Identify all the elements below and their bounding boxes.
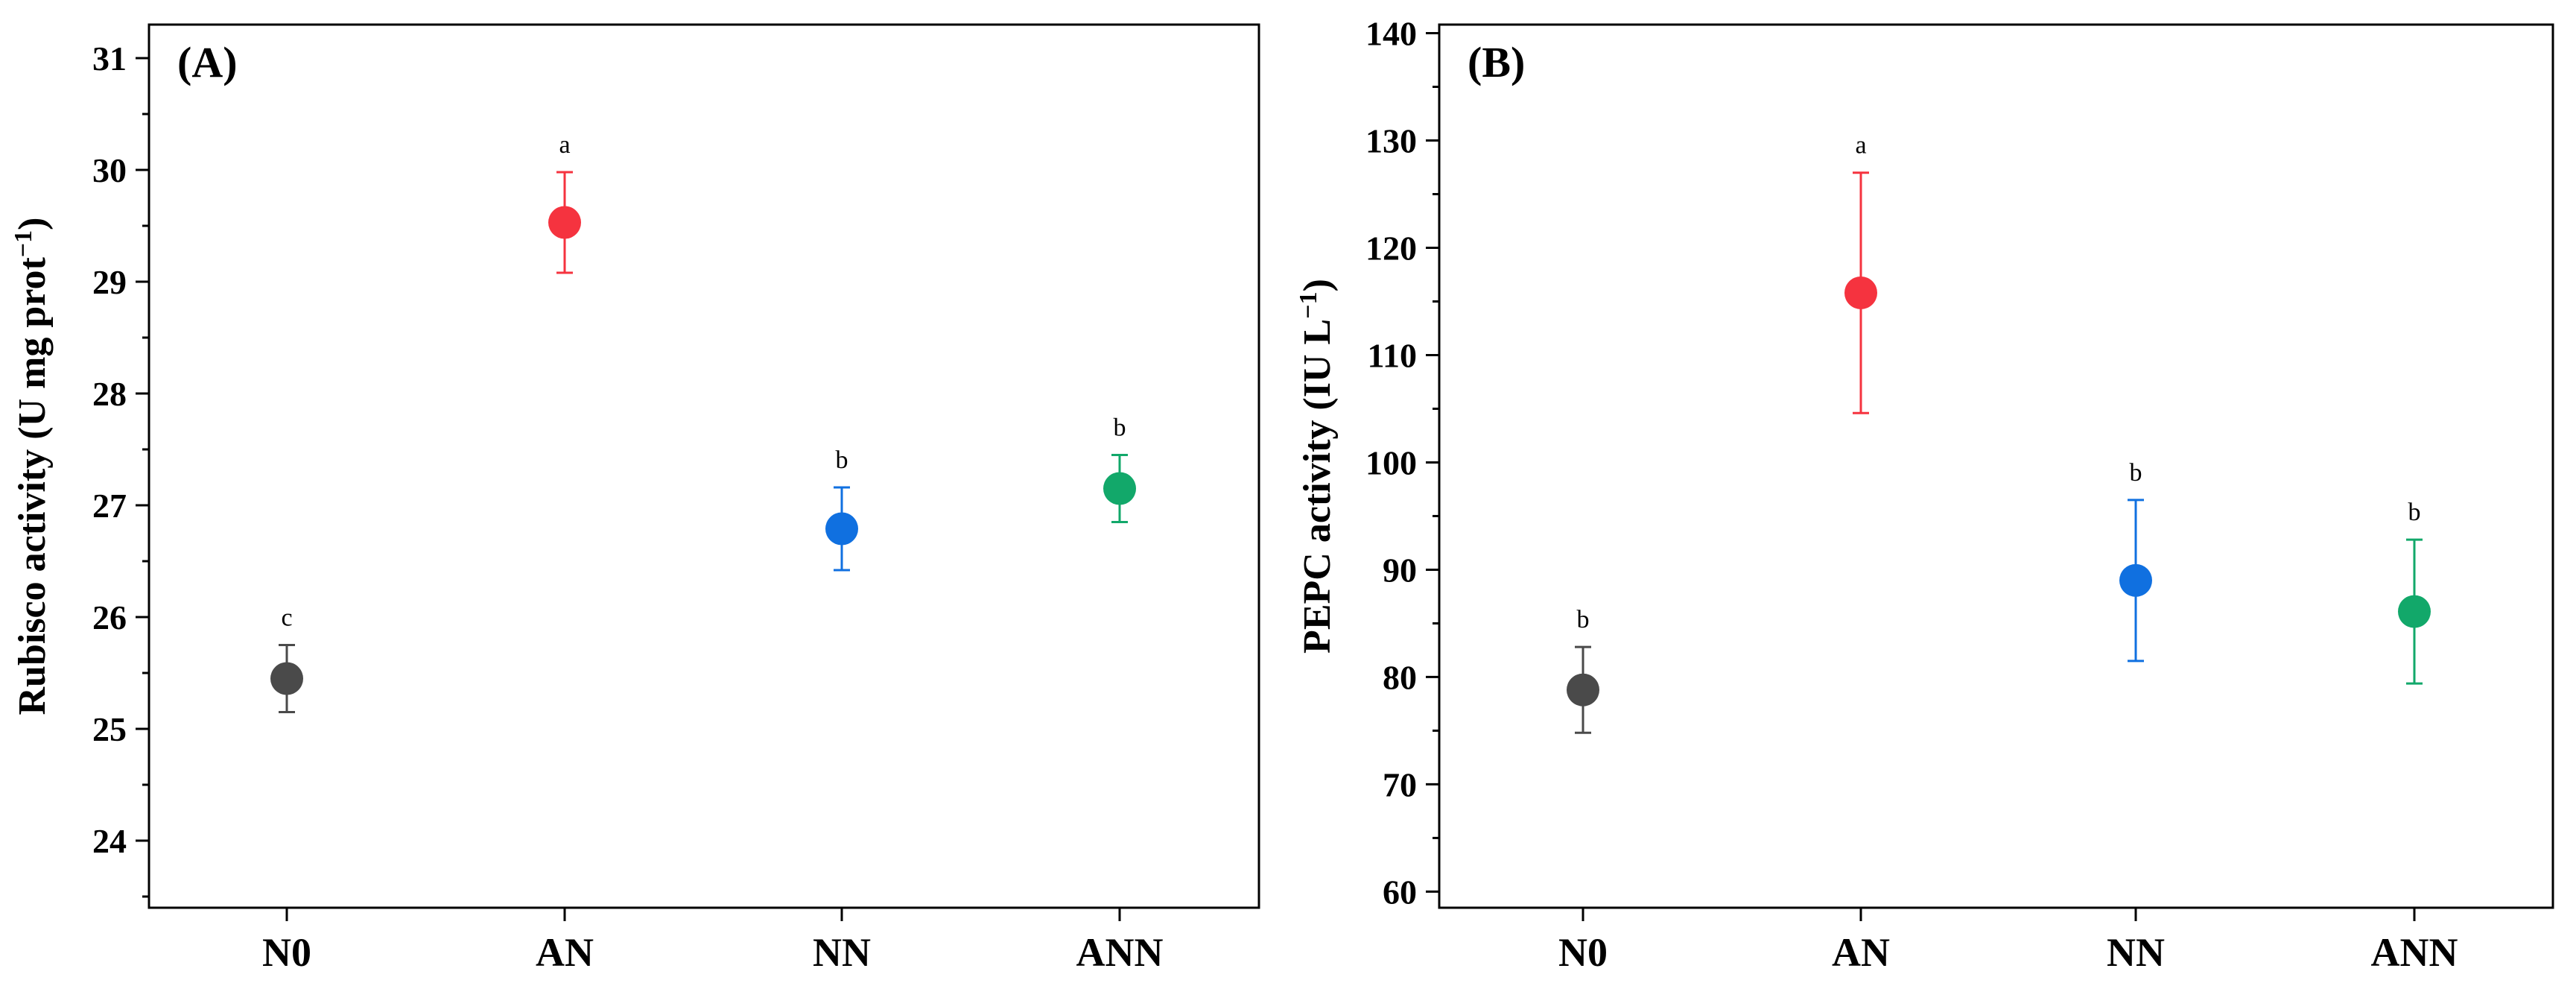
data-point-an xyxy=(548,206,581,239)
y-tick-label: 100 xyxy=(1365,443,1417,481)
y-tick-label: 27 xyxy=(92,487,127,525)
y-tick-label: 70 xyxy=(1383,765,1417,803)
x-tick-label-nn: NN xyxy=(2107,930,2165,975)
significance-label-ann: b xyxy=(1114,414,1126,442)
data-point-ann xyxy=(1103,472,1136,505)
x-tick-label-ann: ANN xyxy=(2371,930,2458,975)
panel-label: (B) xyxy=(1468,38,1525,86)
y-tick-label: 30 xyxy=(92,151,127,189)
x-tick-label-an: AN xyxy=(536,930,594,975)
x-tick-label-n0: N0 xyxy=(262,930,311,975)
significance-label-ann: b xyxy=(2408,499,2421,526)
significance-label-nn: b xyxy=(836,446,848,474)
significance-label-nn: b xyxy=(2130,459,2142,487)
significance-label-an: a xyxy=(559,131,570,159)
significance-label-an: a xyxy=(1855,132,1866,159)
data-point-nn xyxy=(2119,563,2152,597)
y-tick-label: 140 xyxy=(1365,15,1417,53)
y-tick-label: 60 xyxy=(1383,873,1417,911)
y-tick-label: 28 xyxy=(92,375,127,413)
data-point-an xyxy=(1844,276,1877,309)
y-axis-title: PEPC activity (IU L−1) xyxy=(1295,279,1339,654)
panel-a-chart: 24 25 26 27 28 29 30 31 N0 AN NN ANN Rubisco activit… xyxy=(10,23,1260,975)
data-point-nn xyxy=(825,512,858,546)
significance-label-n0: b xyxy=(1577,606,1590,633)
y-tick-label: 110 xyxy=(1368,336,1417,374)
y-tick-label: 80 xyxy=(1383,658,1417,696)
y-tick-label: 120 xyxy=(1365,229,1417,267)
y-axis-title-superscript: −1 xyxy=(10,230,37,257)
y-tick-label: 24 xyxy=(92,822,127,860)
x-tick-label-an: AN xyxy=(1832,930,1890,975)
x-tick-label-nn: NN xyxy=(813,930,871,975)
y-tick-label: 31 xyxy=(92,39,127,78)
panel-label: (A) xyxy=(177,38,238,86)
data-point-ann xyxy=(2398,595,2431,628)
y-tick-label: 29 xyxy=(92,263,127,301)
y-tick-label: 25 xyxy=(92,710,127,748)
y-axis-title-superscript: −1 xyxy=(1295,291,1322,318)
significance-label-n0: c xyxy=(281,604,292,632)
data-point-n0 xyxy=(1567,673,1599,707)
panel-b-frame xyxy=(1438,23,2554,909)
y-tick-label: 26 xyxy=(92,598,127,636)
data-point-n0 xyxy=(270,662,303,695)
x-tick-label-ann: ANN xyxy=(1076,930,1164,975)
y-tick-label: 90 xyxy=(1383,551,1417,589)
x-tick-label-n0: N0 xyxy=(1558,930,1608,975)
y-axis-title: Rubisco activity (U mg prot−1) xyxy=(10,217,54,715)
y-tick-label: 130 xyxy=(1365,122,1417,160)
panel-a-frame xyxy=(147,23,1260,909)
panel-b-chart: 60 70 80 90 100 110 120 130 140 N0 AN NN ANN PEPC act… xyxy=(1295,15,2554,975)
